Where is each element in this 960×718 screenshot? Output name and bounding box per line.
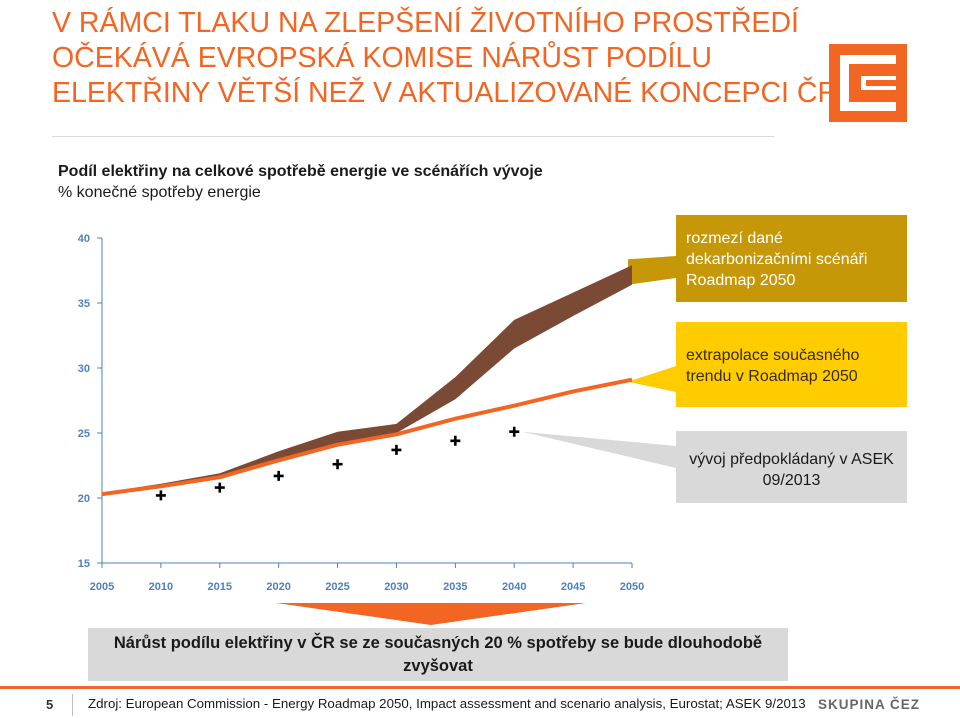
slide-title: V RÁMCI TLAKU NA ZLEPŠENÍ ŽIVOTNÍHO PROS… bbox=[52, 6, 839, 111]
title-line: V RÁMCI TLAKU NA ZLEPŠENÍ ŽIVOTNÍHO PROS… bbox=[52, 7, 799, 39]
x-tick-label: 2025 bbox=[325, 581, 349, 593]
trend-line bbox=[101, 377, 633, 497]
callout-trend-text: extrapolace současného trendu v Roadmap … bbox=[686, 347, 860, 385]
footer: 5 Zdroj: European Commission - Energy Ro… bbox=[0, 686, 960, 718]
asek-marker bbox=[450, 435, 461, 446]
x-tick-label: 2035 bbox=[443, 581, 467, 593]
asek-marker bbox=[155, 490, 166, 501]
callout-trend-pointer bbox=[628, 366, 676, 392]
asek-marker bbox=[332, 459, 343, 470]
x-tick-label: 2010 bbox=[149, 581, 173, 593]
conclusion-text: Nárůst podílu elektřiny v ČR se ze souča… bbox=[113, 634, 763, 675]
y-tick-label: 35 bbox=[78, 298, 90, 310]
callout-band-pointer bbox=[628, 256, 676, 285]
title-divider bbox=[52, 136, 774, 137]
x-tick-label: 2015 bbox=[208, 581, 232, 593]
x-tick-label: 2030 bbox=[384, 581, 408, 593]
title-line: OČEKÁVÁ EVROPSKÁ KOMISE NÁRŮST PODÍLU bbox=[52, 42, 712, 74]
y-tick-label: 40 bbox=[78, 233, 90, 245]
asek-marker bbox=[391, 444, 402, 455]
chart-subtitle: Podíl elektřiny na celkové spotřebě ener… bbox=[58, 161, 543, 203]
page-number: 5 bbox=[46, 697, 54, 712]
conclusion-box: Nárůst podílu elektřiny v ČR se ze souča… bbox=[88, 628, 788, 681]
source-text: Zdroj: European Commission - Energy Road… bbox=[88, 696, 806, 711]
title-line: ELEKTŘINY VĚTŠÍ NEŽ V AKTUALIZOVANÉ KONC… bbox=[52, 77, 839, 109]
asek-marker bbox=[509, 426, 520, 437]
y-tick-label: 30 bbox=[78, 363, 90, 375]
x-tick-label: 2050 bbox=[620, 581, 644, 593]
callout-trend: extrapolace současného trendu v Roadmap … bbox=[676, 322, 907, 407]
cez-logo-icon bbox=[829, 44, 907, 122]
band-area bbox=[102, 265, 632, 495]
y-tick-label: 25 bbox=[78, 428, 90, 440]
asek-marker bbox=[273, 470, 284, 481]
x-tick-label: 2045 bbox=[561, 581, 585, 593]
callout-asek-text: vývoj předpokládaný v ASEK 09/2013 bbox=[689, 451, 894, 489]
down-arrow-icon bbox=[276, 603, 586, 625]
callout-asek-pointer bbox=[522, 431, 676, 468]
brand-label: SKUPINA ČEZ bbox=[818, 697, 921, 712]
x-tick-label: 2005 bbox=[90, 581, 114, 593]
y-tick-label: 20 bbox=[78, 493, 90, 505]
asek-marker bbox=[214, 482, 225, 493]
x-tick-label: 2040 bbox=[502, 581, 526, 593]
callout-asek: vývoj předpokládaný v ASEK 09/2013 bbox=[676, 431, 907, 503]
callout-band: rozmezí dané dekarbonizačními scénáři Ro… bbox=[676, 215, 907, 302]
chart-unit: % konečné spotřeby energie bbox=[58, 184, 261, 201]
x-tick-label: 2020 bbox=[266, 581, 290, 593]
y-tick-label: 15 bbox=[78, 558, 90, 570]
callout-band-text: rozmezí dané dekarbonizačními scénáři Ro… bbox=[686, 230, 868, 289]
chart-heading: Podíl elektřiny na celkové spotřebě ener… bbox=[58, 163, 543, 180]
footer-divider bbox=[72, 694, 73, 716]
